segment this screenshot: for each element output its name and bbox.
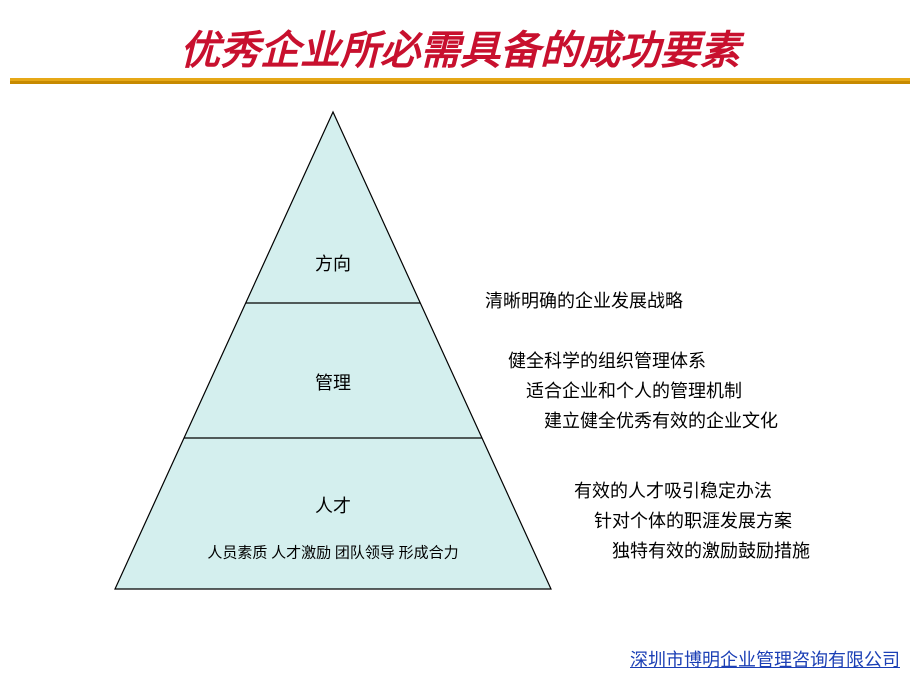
pyramid-label-bottom: 人才 xyxy=(315,492,351,518)
pyramid-label-top: 方向 xyxy=(315,250,351,276)
pyramid-label-middle: 管理 xyxy=(315,369,351,395)
annotation-6: 针对个体的职涯发展方案 xyxy=(594,507,792,533)
annotation-5: 有效的人才吸引稳定办法 xyxy=(574,477,772,503)
annotation-2: 健全科学的组织管理体系 xyxy=(508,347,706,373)
pyramid-subline: 人员素质 人才激励 团队领导 形成合力 xyxy=(207,542,458,563)
annotation-3: 适合企业和个人的管理机制 xyxy=(526,377,742,403)
annotation-1: 清晰明确的企业发展战略 xyxy=(485,287,683,313)
pyramid-diagram xyxy=(113,110,555,593)
annotation-7: 独特有效的激励鼓励措施 xyxy=(612,537,810,563)
slide-title: 优秀企业所必需具备的成功要素 xyxy=(0,18,920,76)
title-underline xyxy=(10,78,910,84)
footer-company: 深圳市博明企业管理咨询有限公司 xyxy=(630,646,900,672)
annotation-4: 建立健全优秀有效的企业文化 xyxy=(544,407,778,433)
